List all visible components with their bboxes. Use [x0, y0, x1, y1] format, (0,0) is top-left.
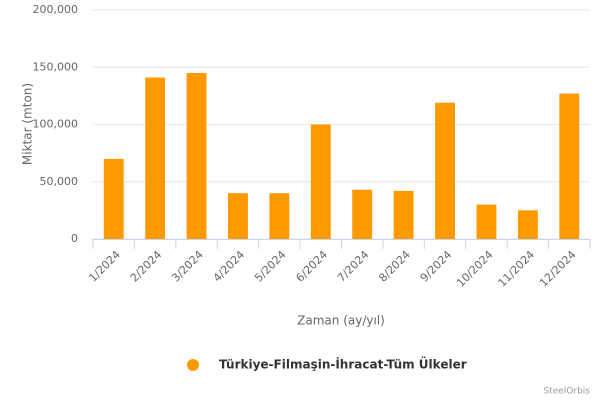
x-axis-title: Zaman (ay/yıl): [297, 314, 385, 328]
credits[interactable]: SteelOrbis: [543, 387, 590, 397]
legend-marker: [187, 359, 199, 371]
x-tick-label: 1/2024: [86, 248, 123, 285]
bar: [517, 210, 538, 239]
x-tick-label: 3/2024: [169, 248, 206, 285]
y-tick-label: 200,000: [33, 3, 79, 16]
x-tick-label: 10/2024: [454, 248, 496, 290]
legend-label[interactable]: Türkiye-Filmaşin-İhracat-Tüm Ülkeler: [219, 357, 467, 372]
x-tick-label: 2/2024: [128, 248, 165, 285]
x-tick-label: 7/2024: [335, 248, 372, 285]
x-tick-label: 8/2024: [376, 248, 413, 285]
x-tick-label: 9/2024: [418, 248, 455, 285]
bar: [393, 190, 414, 239]
bar: [310, 124, 331, 239]
bar: [435, 102, 455, 240]
bar: [559, 93, 580, 240]
y-axis-title: Miktar (mton): [21, 83, 35, 165]
bar: [352, 189, 373, 239]
bar: [476, 204, 497, 239]
x-tick-label: 4/2024: [211, 248, 248, 285]
bar: [103, 158, 124, 239]
bar: [269, 193, 290, 239]
y-tick-label: 0: [71, 232, 78, 245]
x-tick-label: 6/2024: [293, 248, 330, 285]
x-tick-label: 12/2024: [537, 248, 579, 290]
x-tick-label: 5/2024: [252, 248, 289, 285]
y-tick-label: 150,000: [33, 60, 79, 73]
bar: [145, 77, 166, 240]
x-tick-label: 11/2024: [496, 248, 538, 290]
y-tick-label: 50,000: [40, 175, 79, 188]
bar: [186, 72, 207, 239]
bar: [228, 193, 248, 239]
y-tick-label: 100,000: [33, 118, 79, 131]
